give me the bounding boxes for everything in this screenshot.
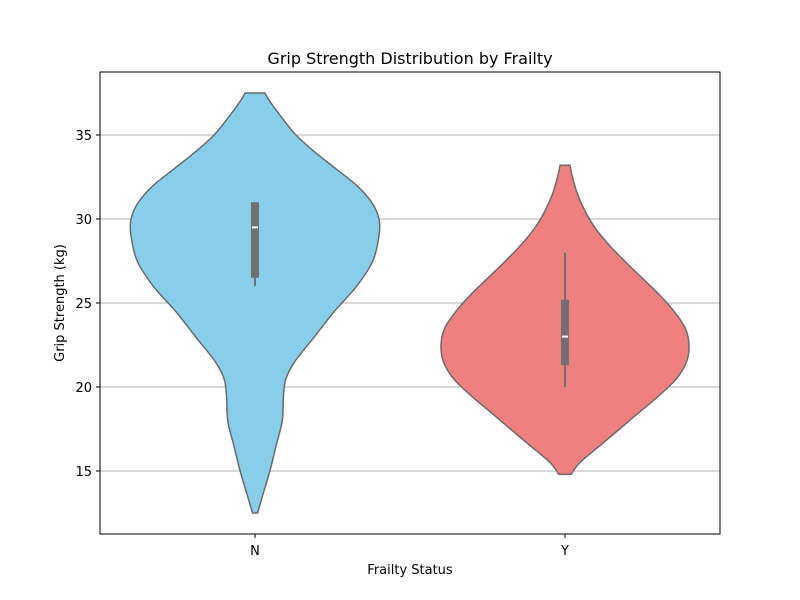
inner-boxes (251, 202, 569, 387)
chart-title: Grip Strength Distribution by Frailty (267, 49, 552, 68)
x-axis-label: Frailty Status (367, 563, 453, 578)
y-axis-label: Grip Strength (kg) (53, 244, 68, 362)
y-tick-label: 30 (75, 213, 92, 228)
y-axis-ticks: 15 20 25 30 35 (75, 129, 100, 480)
y-tick-label: 35 (75, 129, 92, 144)
iqr-box-N (251, 202, 259, 278)
x-tick-label: Y (560, 544, 569, 559)
x-tick-label: N (250, 544, 260, 559)
violin-N (129, 92, 381, 514)
iqr-box-Y (561, 299, 569, 366)
y-tick-label: 20 (75, 381, 92, 396)
y-tick-label: 25 (75, 297, 92, 312)
y-tick-label: 15 (75, 465, 92, 480)
